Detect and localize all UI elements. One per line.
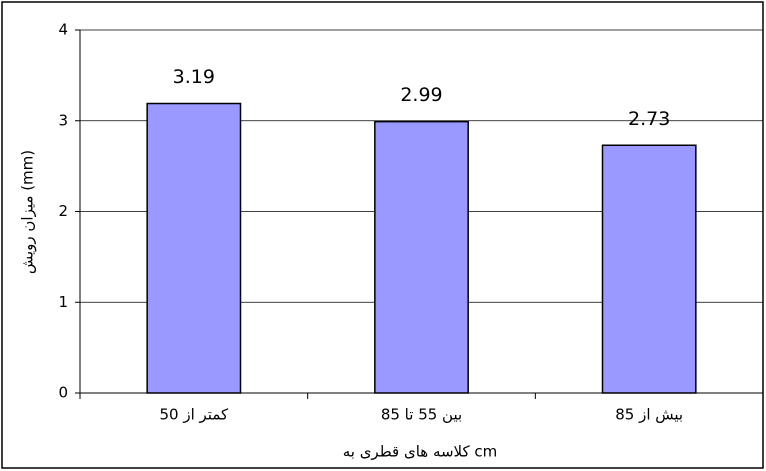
- bar: [146, 102, 242, 394]
- x-tick-label: بیش از 85: [615, 406, 683, 424]
- bar: [601, 144, 697, 394]
- x-tick-label: بین 55 تا 85: [381, 406, 462, 424]
- y-tick-label: 2: [58, 202, 68, 220]
- x-tick-label: کمتر از 50: [159, 406, 229, 424]
- y-tick-label: 1: [58, 293, 68, 311]
- value-label: 2.99: [400, 84, 442, 106]
- y-axis-label: میزان رویش (mm): [19, 150, 37, 274]
- y-tick-label: 4: [58, 21, 68, 39]
- y-tick-label: 0: [58, 384, 68, 402]
- value-label: 2.73: [628, 108, 670, 130]
- value-label: 3.19: [173, 66, 215, 88]
- bar: [374, 120, 469, 394]
- y-tick-label: 3: [58, 111, 68, 129]
- x-axis-label: کلاسه های قطری به cm: [343, 443, 498, 461]
